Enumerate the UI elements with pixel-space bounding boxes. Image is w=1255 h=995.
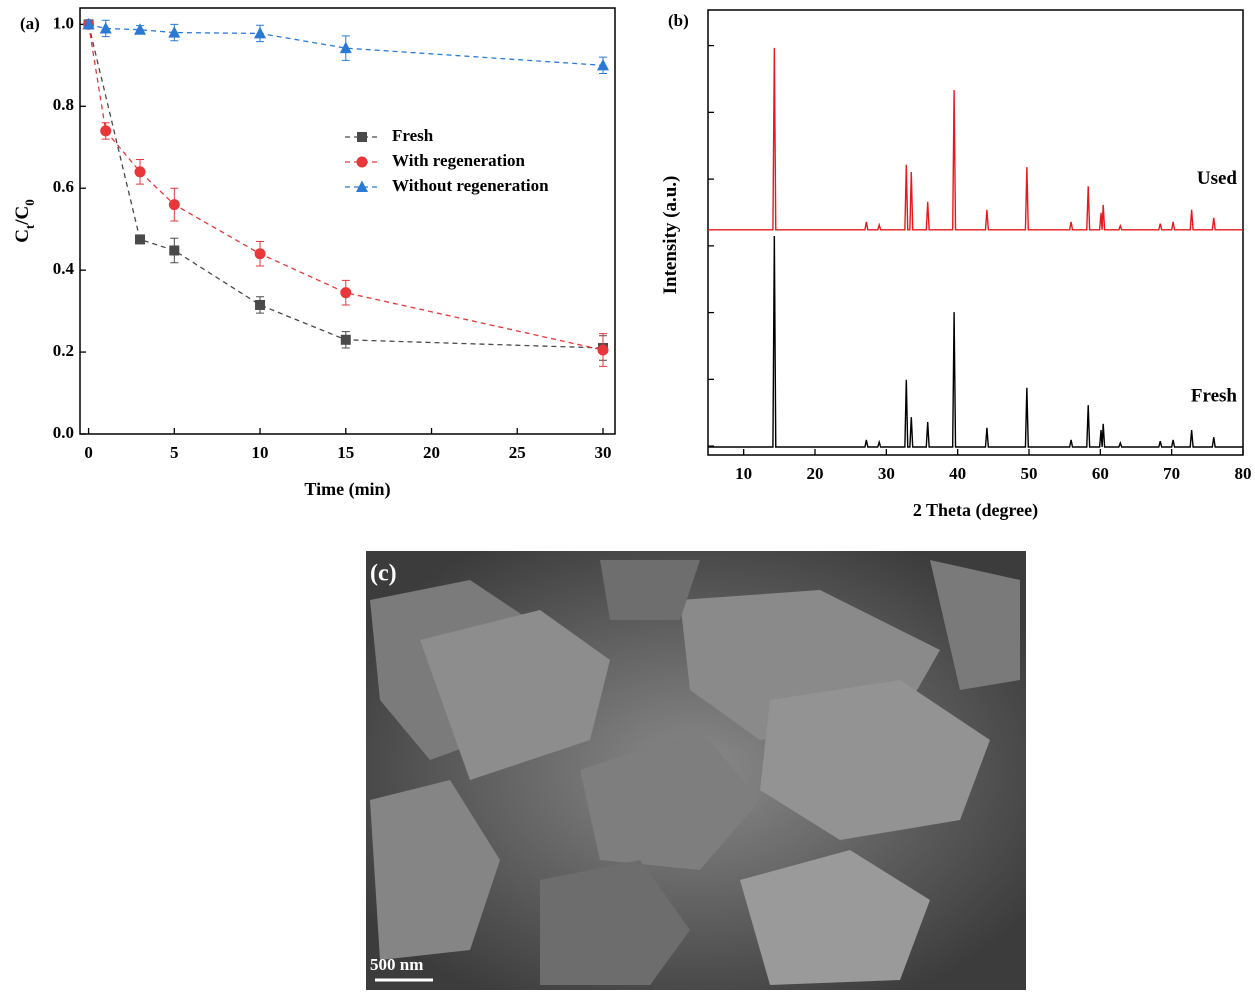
legend-marker xyxy=(357,132,367,142)
data-point xyxy=(134,166,146,178)
x-tick-label: 50 xyxy=(1021,464,1038,483)
y-axis-label: Ct/C0 xyxy=(12,199,37,243)
y-axis-label-part: C xyxy=(12,229,33,243)
data-point xyxy=(597,344,609,356)
x-tick-label: 80 xyxy=(1235,464,1252,483)
x-axis-label: 2 Theta (degree) xyxy=(913,500,1038,521)
y-tick-label: 0.0 xyxy=(53,423,74,442)
legend-label: With regeneration xyxy=(392,151,526,170)
y-axis-label-part: t xyxy=(22,224,37,229)
data-point xyxy=(100,125,112,137)
legend-label: Fresh xyxy=(392,126,434,145)
data-point xyxy=(134,23,147,35)
x-tick-label: 40 xyxy=(949,464,966,483)
plot-frame xyxy=(707,9,1244,456)
x-tick-label: 30 xyxy=(594,443,611,462)
series-line xyxy=(708,47,1243,231)
data-point xyxy=(340,287,352,299)
panel-label: (b) xyxy=(668,11,689,30)
y-tick-label: 1.0 xyxy=(53,13,74,32)
x-axis-label: Time (min) xyxy=(304,479,390,500)
y-tick-label: 0.8 xyxy=(53,95,74,114)
panel-label: (c) xyxy=(370,561,397,587)
data-point xyxy=(99,21,112,34)
data-point xyxy=(255,299,266,310)
y-tick-label: 0.4 xyxy=(53,259,75,278)
plot-frame xyxy=(79,7,616,435)
sem-image xyxy=(366,551,1026,990)
legend-marker xyxy=(356,180,368,192)
x-tick-label: 10 xyxy=(735,464,752,483)
x-tick-label: 0 xyxy=(84,443,93,462)
series-line xyxy=(708,236,1243,448)
x-tick-label: 15 xyxy=(337,443,354,462)
data-point xyxy=(168,26,181,38)
y-axis-label: Intensity (a.u.) xyxy=(660,176,681,295)
data-point xyxy=(596,58,609,71)
x-tick-label: 20 xyxy=(423,443,440,462)
x-tick-label: 10 xyxy=(252,443,269,462)
data-point xyxy=(82,17,95,30)
legend-marker xyxy=(356,156,368,168)
x-tick-label: 70 xyxy=(1163,464,1180,483)
data-point xyxy=(340,334,351,345)
scale-bar-label: 500 nm xyxy=(370,955,423,974)
data-point xyxy=(169,245,180,256)
x-tick-label: 60 xyxy=(1092,464,1109,483)
panel-label: (a) xyxy=(20,14,40,33)
data-point xyxy=(254,26,267,39)
x-tick-label: 30 xyxy=(878,464,895,483)
y-axis-label-part: Intensity (a.u.) xyxy=(660,176,681,295)
x-tick-label: 25 xyxy=(509,443,526,462)
y-tick-label: 0.6 xyxy=(53,177,74,196)
series-line xyxy=(87,24,604,349)
series-label: Used xyxy=(1197,168,1238,189)
x-tick-label: 5 xyxy=(170,443,179,462)
y-axis-label-part: 0 xyxy=(22,199,37,206)
data-point xyxy=(254,248,266,260)
data-point xyxy=(168,199,180,211)
series-label: Fresh xyxy=(1191,385,1238,406)
x-tick-label: 20 xyxy=(807,464,824,483)
y-tick-label: 0.2 xyxy=(53,341,74,360)
data-point xyxy=(339,41,352,54)
legend-label: Without regeneration xyxy=(392,176,549,195)
y-axis-label-part: /C xyxy=(12,206,33,226)
data-point xyxy=(135,234,146,245)
